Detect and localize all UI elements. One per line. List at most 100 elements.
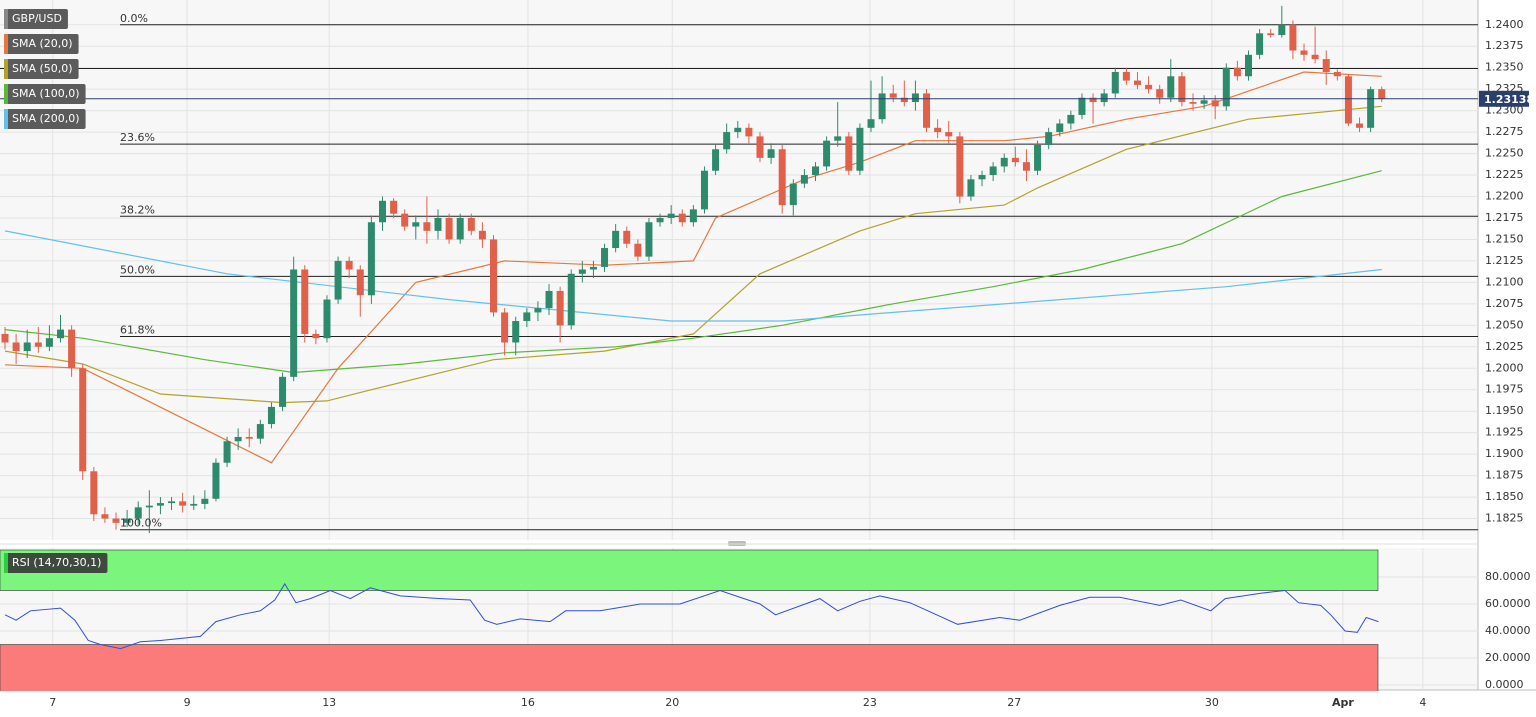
candle-body (667, 213, 675, 218)
rsi-bands (0, 549, 1379, 701)
legend-box (4, 84, 86, 104)
legend-item[interactable]: SMA (20,0) (4, 34, 79, 54)
candle-body (1056, 123, 1064, 133)
candle-body (68, 329, 76, 369)
candle-body (834, 136, 842, 141)
legend-item[interactable]: GBP/USD (4, 9, 68, 29)
y-tick-label: 1.2175 (1485, 211, 1524, 224)
candle-body (656, 217, 664, 223)
candle-body (57, 329, 65, 339)
candle-body (867, 119, 875, 128)
candle-body (79, 368, 87, 472)
candle-body (45, 338, 53, 347)
candle-body (767, 149, 775, 158)
candle-body (267, 406, 275, 425)
candle-body (1300, 50, 1308, 55)
fib-level-label: 100.0% (120, 517, 162, 530)
candle-body (234, 436, 242, 442)
candle-body (934, 127, 942, 133)
candle-body (967, 179, 975, 197)
candle-body (612, 230, 620, 249)
y-tick-label: 1.2125 (1485, 254, 1524, 267)
candle-body (1122, 71, 1130, 81)
candle-body (301, 269, 309, 334)
candle-body (856, 127, 864, 171)
candle-body (1034, 144, 1042, 171)
x-tick-label: 30 (1205, 696, 1219, 709)
legend-box (4, 34, 79, 54)
x-tick-label: 7 (49, 696, 56, 709)
candle-body (256, 424, 264, 439)
candle-body (789, 183, 797, 206)
legend-item[interactable]: SMA (50,0) (4, 59, 79, 79)
legend-swatch (4, 34, 8, 54)
y-tick-label: 1.2075 (1485, 297, 1524, 310)
y-tick-label: 20.0000 (1485, 651, 1531, 664)
candle-body (745, 127, 753, 137)
x-tick-label: 16 (521, 696, 535, 709)
candle-body (168, 501, 176, 504)
candle-body (923, 93, 931, 128)
sma-line (4, 230, 1382, 322)
legend-swatch (4, 9, 8, 29)
date-axis-bg (0, 691, 1536, 717)
fib-level-label: 50.0% (120, 263, 155, 276)
candle-body (689, 209, 697, 223)
candle-body (323, 299, 331, 339)
legend-item[interactable]: SMA (100,0) (4, 84, 86, 104)
x-tick-label: 20 (665, 696, 679, 709)
candle-body (490, 239, 498, 313)
candle-body (356, 269, 364, 296)
candle-body (1356, 123, 1364, 128)
legend-item[interactable]: RSI (14,70,30,1) (4, 553, 108, 573)
candle-body (179, 501, 187, 506)
candle-body (823, 140, 831, 167)
candle-body (900, 97, 908, 103)
candle-body (1145, 84, 1153, 90)
candle-body (1378, 89, 1386, 99)
price-panel (0, 0, 1478, 540)
y-tick-label: 1.1925 (1485, 426, 1524, 439)
candle-body (201, 498, 209, 504)
candle-body (1167, 76, 1175, 98)
last-price-tag (1479, 90, 1529, 107)
candle-body (1245, 54, 1253, 77)
legend-swatch (4, 553, 8, 573)
candle-body (423, 222, 431, 231)
candle-body (367, 222, 375, 296)
candle-body (1200, 100, 1208, 104)
candle-body (578, 269, 586, 274)
fib-level-label: 38.2% (120, 203, 155, 216)
candle-body (1367, 89, 1375, 128)
y-tick-label: 40.0000 (1485, 624, 1531, 637)
candle-body (512, 321, 520, 343)
candle-body (545, 290, 553, 309)
candle-body (434, 217, 442, 231)
candle-body (989, 166, 997, 176)
candle-body (1067, 114, 1075, 124)
candle-body (90, 471, 98, 515)
y-tick-label: 1.2300 (1485, 104, 1524, 117)
candle-body (1100, 93, 1108, 103)
y-tick-label: 1.2275 (1485, 125, 1524, 138)
candle-body (567, 273, 575, 326)
legend-box (4, 9, 68, 29)
candle-body (1, 333, 9, 343)
legend-label: SMA (200,0) (12, 112, 80, 125)
candle-body (601, 248, 609, 267)
candle-body (478, 230, 486, 240)
candle-body (589, 266, 597, 270)
candle-body (223, 441, 231, 463)
candle-body (445, 217, 453, 240)
candle-body (412, 222, 420, 227)
legend-item[interactable]: SMA (200,0) (4, 109, 86, 129)
fib-level-label: 23.6% (120, 131, 155, 144)
candle-body (1045, 132, 1053, 145)
legend-label: SMA (50,0) (12, 62, 73, 75)
y-tick-label: 1.2000 (1485, 361, 1524, 374)
x-tick-label: 9 (184, 696, 191, 709)
candle-body (279, 376, 287, 407)
candle-body (378, 200, 386, 223)
x-tick-label: 23 (863, 696, 877, 709)
